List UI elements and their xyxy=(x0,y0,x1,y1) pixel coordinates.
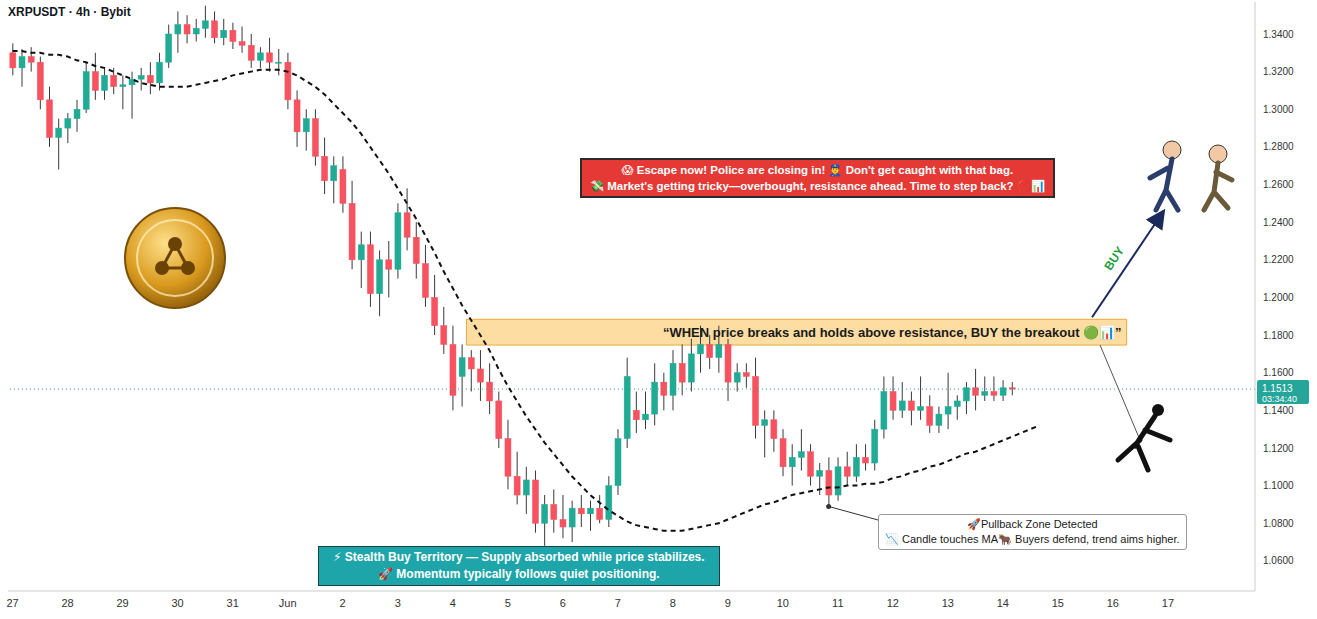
svg-text:8: 8 xyxy=(670,597,676,609)
svg-text:1.2200: 1.2200 xyxy=(1263,254,1294,265)
svg-text:“WHEN price breaks and holds a: “WHEN price breaks and holds above resis… xyxy=(663,325,1122,340)
html-text:🚀 Momentum typically follows q: 🚀 Momentum typically follows quiet posit… xyxy=(378,567,660,581)
svg-text:1.1400: 1.1400 xyxy=(1263,405,1294,416)
svg-text:29: 29 xyxy=(116,597,128,609)
svg-text:11: 11 xyxy=(832,597,843,609)
svg-text:1.1600: 1.1600 xyxy=(1263,367,1294,378)
svg-text:30: 30 xyxy=(172,597,184,609)
svg-text:13: 13 xyxy=(942,597,954,609)
svg-text:1.2000: 1.2000 xyxy=(1263,292,1294,303)
svg-text:12: 12 xyxy=(887,597,899,609)
svg-text:1.3400: 1.3400 xyxy=(1263,29,1294,40)
svg-text:1.3200: 1.3200 xyxy=(1263,66,1294,77)
svg-text:17: 17 xyxy=(1162,597,1174,609)
svg-text:14: 14 xyxy=(997,597,1009,609)
svg-text:7: 7 xyxy=(615,597,621,609)
html-text:XRPUSDT · 4h · Bybit: XRPUSDT · 4h · Bybit xyxy=(8,5,131,19)
html-text:⚡ Stealth Buy Territory — Supp: ⚡ Stealth Buy Territory — Supply absorbe… xyxy=(333,550,705,564)
svg-text:1.3000: 1.3000 xyxy=(1263,104,1294,115)
svg-text:27: 27 xyxy=(6,597,18,609)
html-text:😱 Escape now! Police are closi: 😱 Escape now! Police are closing in! 👮‍♂… xyxy=(621,164,1014,176)
svg-text:1.0600: 1.0600 xyxy=(1263,555,1294,566)
svg-text:Jun: Jun xyxy=(279,597,297,609)
svg-text:10: 10 xyxy=(777,597,789,609)
svg-text:15: 15 xyxy=(1052,597,1064,609)
html-text:💸 Market's getting tricky—over: 💸 Market's getting tricky—overbought, re… xyxy=(590,180,1045,192)
svg-text:1.1513: 1.1513 xyxy=(1262,383,1293,394)
svg-text:3: 3 xyxy=(395,597,401,609)
svg-text:1.1200: 1.1200 xyxy=(1263,443,1294,454)
html-text:📉 Candle touches MA🐂 Buyers de: 📉 Candle touches MA🐂 Buyers defend, tren… xyxy=(885,533,1180,545)
svg-text:16: 16 xyxy=(1107,597,1119,609)
svg-text:1.2600: 1.2600 xyxy=(1263,179,1294,190)
svg-text:1.1000: 1.1000 xyxy=(1263,480,1294,491)
svg-text:4: 4 xyxy=(450,597,456,609)
svg-text:31: 31 xyxy=(227,597,239,609)
svg-text:1.2800: 1.2800 xyxy=(1263,141,1294,152)
svg-text:BUY: BUY xyxy=(1101,244,1127,273)
html-text:🚀Pullback Zone Detected: 🚀Pullback Zone Detected xyxy=(966,518,1098,530)
svg-text:03:34:40: 03:34:40 xyxy=(1262,394,1297,404)
svg-text:1.0800: 1.0800 xyxy=(1263,518,1294,529)
svg-text:1.1800: 1.1800 xyxy=(1263,330,1294,341)
svg-text:9: 9 xyxy=(725,597,731,609)
svg-text:28: 28 xyxy=(61,597,73,609)
svg-text:6: 6 xyxy=(560,597,566,609)
svg-text:5: 5 xyxy=(505,597,511,609)
svg-text:1.2400: 1.2400 xyxy=(1263,217,1294,228)
svg-text:2: 2 xyxy=(340,597,346,609)
